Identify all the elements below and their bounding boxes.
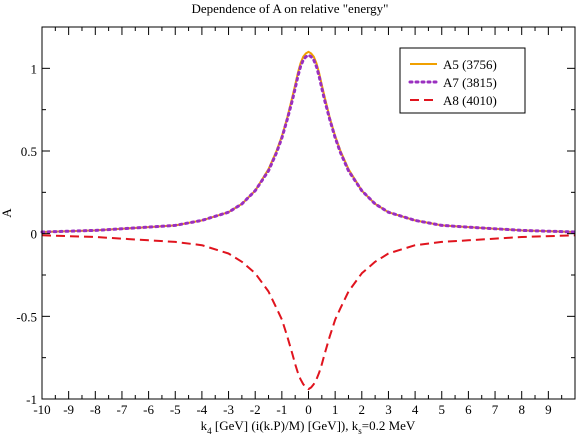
legend-label-2: A7 (3815) <box>443 75 497 90</box>
x-tick-label: 7 <box>492 402 499 417</box>
x-tick-label: -8 <box>90 402 101 417</box>
y-tick-label: 0 <box>31 227 38 242</box>
x-tick-label: 1 <box>332 402 339 417</box>
x-tick-label: 5 <box>439 402 446 417</box>
chart-title: Dependence of A on relative "energy" <box>192 1 389 16</box>
x-tick-label: -4 <box>196 402 207 417</box>
x-axis-label-sub1: 4 <box>207 426 212 436</box>
x-axis-label-pre: k <box>201 418 208 433</box>
legend-label-3: A8 (4010) <box>443 93 497 108</box>
x-axis-label-mid: [GeV] (i(k.P)/M) [GeV]), k <box>212 418 359 433</box>
legend-label-1: A5 (3756) <box>443 57 497 72</box>
x-tick-label: -1 <box>276 402 287 417</box>
x-tick-label: 4 <box>412 402 419 417</box>
x-tick-label: -2 <box>250 402 261 417</box>
series-layer <box>40 50 577 391</box>
x-tick-label: 2 <box>359 402 366 417</box>
x-tick-label: -5 <box>170 402 181 417</box>
x-tick-label: -10 <box>33 402 50 417</box>
x-tick-label: 9 <box>545 402 552 417</box>
x-axis-label-post: =0.2 MeV <box>362 418 416 433</box>
x-tick-label: 6 <box>465 402 472 417</box>
series-line-3 <box>41 234 576 391</box>
y-tick-label: 0.5 <box>21 144 37 159</box>
series-line-2 <box>40 53 577 234</box>
x-tick-label: 3 <box>385 402 392 417</box>
y-tick-label: -1 <box>26 392 37 407</box>
x-tick-label: -3 <box>223 402 234 417</box>
legend-box <box>399 47 526 114</box>
legend: A5 (3756) A7 (3815) A8 (4010) <box>399 47 526 114</box>
y-tick-label: 1 <box>31 61 38 76</box>
y-axis-label: A <box>0 208 14 218</box>
x-tick-label: -9 <box>63 402 74 417</box>
x-axis-label: k4 [GeV] (i(k.P)/M) [GeV]), ks=0.2 MeV <box>201 418 416 436</box>
x-axis-label-sub2: s <box>358 426 362 436</box>
x-tick-label: 8 <box>518 402 525 417</box>
axes-layer: -10 -9 -8 -7 -6 -5 -4 -3 -2 -1 0 1 2 3 4 5 6 7 8 9-1-0.500.… <box>16 26 576 417</box>
y-tick-label: -0.5 <box>16 309 37 324</box>
x-tick-label: 0 <box>305 402 312 417</box>
x-tick-label: -6 <box>143 402 154 417</box>
x-tick-label: -7 <box>117 402 128 417</box>
